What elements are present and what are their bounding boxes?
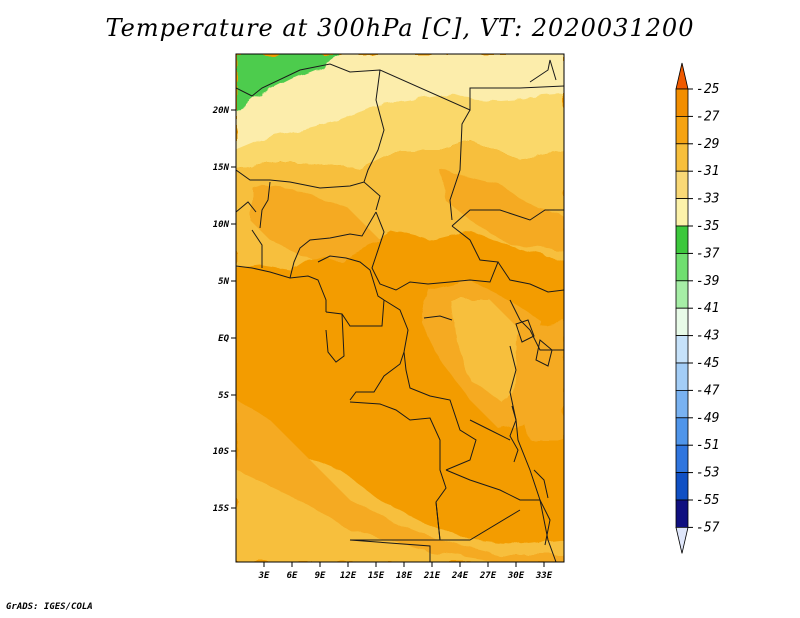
latitude-axis: 20N 15N 10N 5N EQ 5S 10S 15S: [212, 106, 236, 514]
lat-label: 10S: [213, 447, 230, 457]
footer-credit: GrADS: IGES/COLA: [6, 602, 93, 612]
colorbar-swatch: [675, 335, 689, 364]
lon-label: 6E: [287, 571, 298, 581]
colorbar-label: -49: [696, 411, 719, 426]
lat-label: 5N: [218, 277, 229, 287]
colorbar-swatch: [675, 362, 689, 391]
lon-label: 33E: [535, 571, 553, 581]
lon-label: 27E: [479, 571, 497, 581]
colorbar-label: -47: [696, 383, 720, 398]
colorbar-swatch: [675, 444, 689, 474]
lon-label: 9E: [315, 571, 326, 581]
lon-label: 15E: [368, 571, 385, 581]
lon-label: 21E: [423, 571, 441, 581]
colorbar-swatch: [675, 116, 689, 145]
colorbar-swatch: [675, 170, 689, 199]
colorbar: -25 -27 -29 -31 -33 -35 -37 -39 -41 -43 -45 -47 -49 -…: [675, 62, 720, 554]
colorbar-label: -35: [696, 219, 720, 234]
colorbar-arrow-top: [675, 62, 689, 90]
map-frame: [235, 53, 565, 563]
country-borders: [236, 59, 564, 562]
colorbar-label: -53: [696, 466, 719, 481]
colorbar-swatch: [675, 472, 689, 501]
lat-label: 15N: [213, 163, 230, 173]
colorbar-label: -51: [696, 438, 719, 453]
colorbar-swatch: [675, 198, 689, 227]
temperature-field: [236, 54, 564, 562]
colorbar-label: -27: [696, 109, 720, 124]
lat-label: 5S: [218, 391, 229, 401]
lat-label: 15S: [213, 504, 230, 514]
colorbar-swatch: [675, 280, 689, 309]
colorbar-swatch: [675, 417, 689, 446]
map-title: Temperature at 300hPa [C], VT: 202003120…: [105, 14, 695, 42]
colorbar-label: -25: [696, 82, 720, 97]
lon-label: 24E: [451, 571, 469, 581]
colorbar-swatch: [675, 143, 689, 172]
lon-label: 18E: [396, 571, 413, 581]
colorbar-label: -45: [696, 356, 720, 371]
colorbar-label: -29: [696, 137, 719, 152]
lat-label: 20N: [212, 106, 230, 116]
colorbar-label: -43: [696, 329, 719, 344]
longitude-axis: 3E 6E 9E 12E 15E 18E 21E 24E 27E 30E 33E: [258, 562, 553, 581]
colorbar-swatch: [675, 499, 689, 528]
colorbar-label: -39: [696, 274, 719, 289]
colorbar-swatch: [675, 307, 689, 337]
colorbar-arrow-bottom: [675, 527, 689, 554]
colorbar-label: -33: [696, 192, 719, 207]
colorbar-swatch: [675, 252, 689, 282]
colorbar-label: -57: [696, 520, 720, 535]
colorbar-label: -41: [696, 301, 719, 316]
lon-label: 30E: [507, 571, 525, 581]
colorbar-swatch: [675, 225, 689, 254]
colorbar-label: -37: [696, 246, 720, 261]
colorbar-swatch: [675, 88, 689, 117]
colorbar-label: -31: [696, 164, 719, 179]
colorbar-label: -55: [696, 493, 720, 508]
lon-label: 12E: [340, 571, 357, 581]
lat-label: EQ: [218, 334, 229, 344]
colorbar-swatch: [675, 389, 689, 419]
lon-label: 3E: [258, 571, 270, 581]
lat-label: 10N: [213, 220, 230, 230]
